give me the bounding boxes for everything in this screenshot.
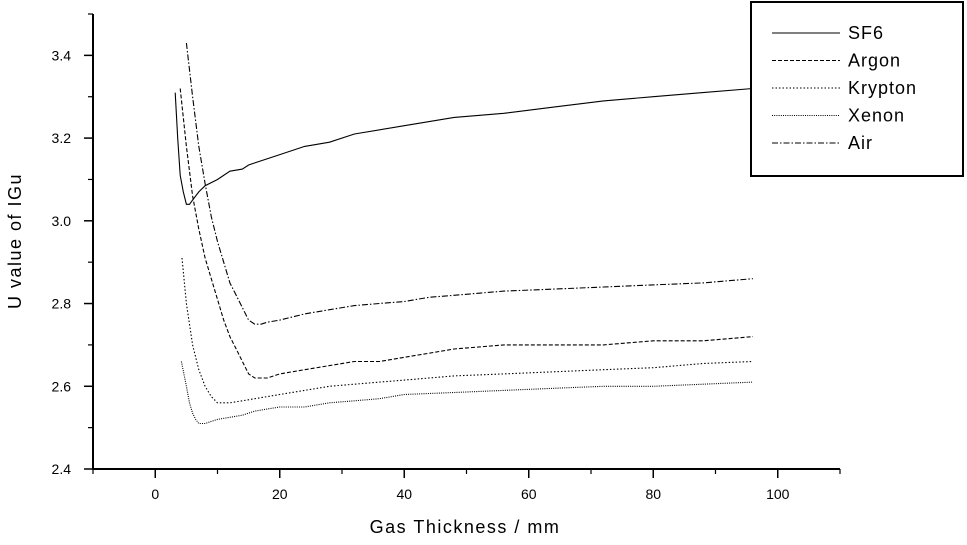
- x-tick-label: 100: [766, 486, 790, 502]
- series-lines: [174, 42, 753, 425]
- legend: SF6 Argon Krypton Xenon Air: [750, 1, 964, 177]
- y-tick-label: 2.8: [52, 296, 72, 312]
- x-tick-label: 60: [521, 486, 537, 502]
- legend-label-sf6: SF6: [848, 23, 884, 43]
- x-tick-label: 40: [396, 486, 412, 502]
- y-tick-label: 3.2: [52, 130, 72, 146]
- legend-label-argon: Argon: [848, 51, 901, 71]
- y-axis-ticks: 2.4 2.6 2.8 3.0 3.2 3.4: [52, 13, 93, 477]
- y-axis-title: U value of IGu: [5, 173, 25, 309]
- x-axis-ticks: 0 20 40 60 80 100: [92, 469, 841, 502]
- series-line-krypton: [181, 257, 753, 404]
- x-axis-title: Gas Thickness / mm: [370, 517, 561, 537]
- plot-area: [92, 14, 840, 470]
- series-line-argon: [179, 88, 753, 379]
- x-tick-label: 0: [151, 486, 159, 502]
- x-tick-label: 20: [272, 486, 288, 502]
- series-line-xenon: [180, 361, 753, 425]
- legend-box: [750, 1, 964, 177]
- legend-label-xenon: Xenon: [848, 106, 905, 126]
- y-tick-label: 2.4: [52, 461, 72, 477]
- y-tick-label: 2.6: [52, 378, 72, 394]
- x-tick-label: 80: [645, 486, 661, 502]
- legend-label-air: Air: [848, 133, 873, 153]
- series-line-sf6: [174, 87, 753, 205]
- y-tick-label: 3.0: [52, 213, 72, 229]
- series-line-air: [185, 42, 753, 325]
- y-tick-label: 3.4: [52, 47, 72, 63]
- legend-label-krypton: Krypton: [848, 78, 917, 98]
